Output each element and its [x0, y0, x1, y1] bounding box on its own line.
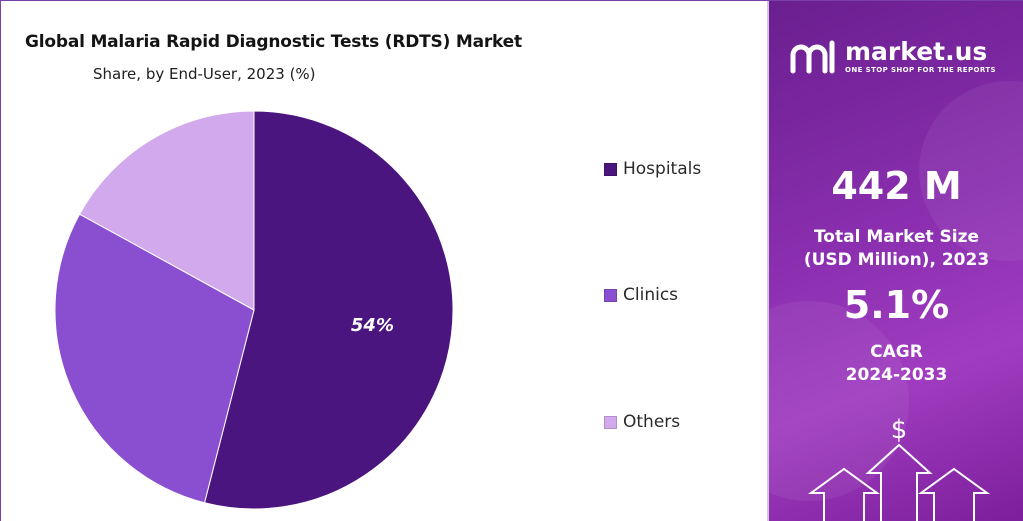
data-label-hospitals: 54% — [351, 315, 394, 336]
chart-title: Global Malaria Rapid Diagnostic Tests (R… — [25, 32, 522, 52]
brand-name: market.us — [845, 36, 988, 66]
pie-slice-others — [78, 110, 255, 311]
cagr-value: 5.1% — [843, 283, 950, 327]
legend-item-clinics: Clinics — [604, 285, 678, 305]
legend-swatch — [604, 162, 617, 176]
legend-label: Others — [623, 412, 681, 432]
market-us-logo-icon — [790, 40, 835, 74]
summary-panel: market.us ONE STOP SHOP FOR THE REPORTS … — [769, 1, 1023, 521]
legend-swatch — [604, 288, 617, 302]
brand: market.us ONE STOP SHOP FOR THE REPORTS — [789, 37, 996, 75]
brand-tagline: ONE STOP SHOP FOR THE REPORTS — [845, 65, 996, 74]
panel-divider — [767, 1, 770, 521]
legend-item-hospitals: Hospitals — [604, 159, 701, 179]
legend-item-others: Others — [604, 412, 680, 432]
pie-slice-hospitals — [203, 110, 454, 510]
market-size-label-line2: (USD Million), 2023 — [803, 250, 990, 270]
legend-label: Hospitals — [623, 159, 702, 179]
dollar-symbol: $ — [891, 415, 908, 445]
market-size-value: 442 M — [831, 164, 962, 208]
cagr-label-line1: CAGR — [870, 342, 923, 362]
chart-subtitle: Share, by End-User, 2023 (%) — [93, 65, 316, 83]
legend-label: Clinics — [623, 285, 679, 305]
pie-slice-clinics — [54, 213, 255, 504]
market-size-label-line1: Total Market Size — [813, 227, 980, 247]
growth-arrows-icon: $ — [807, 415, 991, 521]
pie-chart: 54% — [54, 110, 454, 510]
legend-swatch — [604, 415, 617, 429]
cagr-label-line2: 2024-2033 — [845, 365, 948, 385]
chart-panel: Global Malaria Rapid Diagnostic Tests (R… — [1, 1, 769, 521]
